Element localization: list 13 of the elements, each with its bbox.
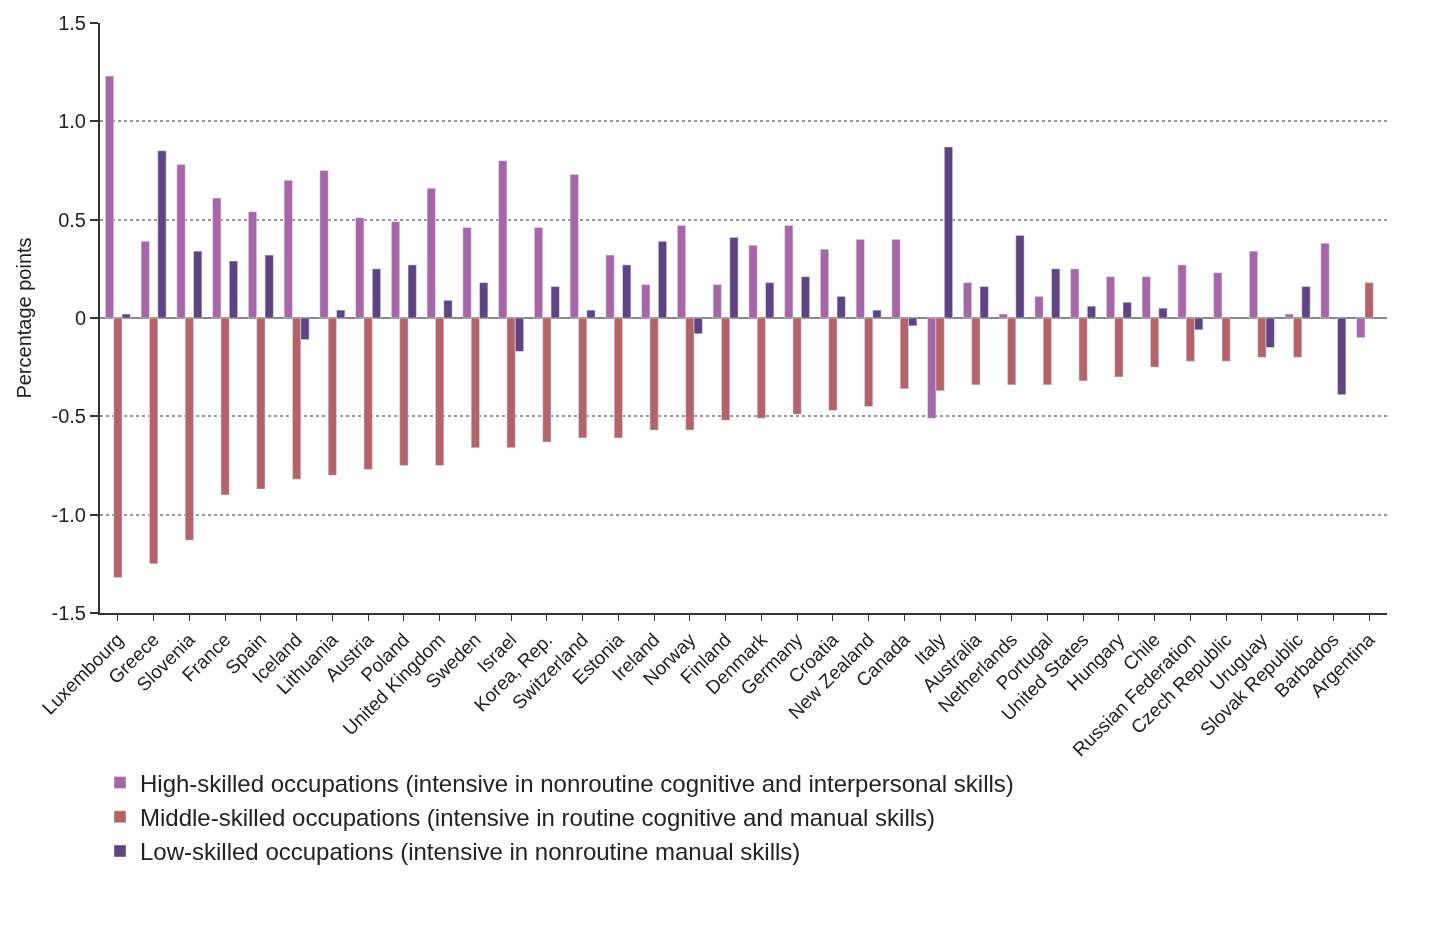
y-tick-label: -1.5	[51, 602, 86, 624]
y-tick-label: 0.5	[58, 208, 86, 231]
y-tick-label: -0.5	[51, 405, 86, 428]
y-tick-label: -1.0	[51, 503, 86, 526]
legend-label: Low-skilled occupations (intensive in nonroutine manual skills)	[140, 838, 801, 866]
legend-label: Middle-skilled occupations (intensive in routine cognitive and manual skills)	[140, 804, 936, 832]
y-tick-label: 1.5	[58, 12, 86, 34]
bar	[1337, 317, 1347, 395]
y-tick-label: 0	[74, 307, 86, 329]
legend-label: High-skilled occupations (intensive in nonroutine cognitive and interpersonal skills)	[140, 769, 1014, 797]
y-axis-title: Percentage points	[12, 237, 35, 399]
y-tick-label: 1.0	[58, 110, 86, 133]
bar	[1320, 243, 1330, 319]
